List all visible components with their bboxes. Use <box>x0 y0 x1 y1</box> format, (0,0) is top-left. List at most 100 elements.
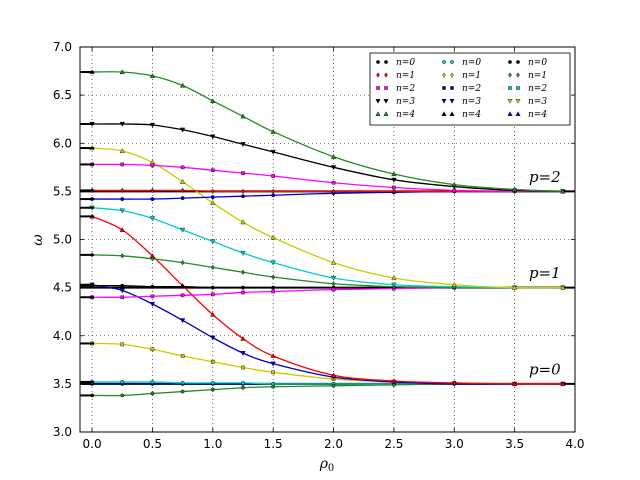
x-axis-ticks: 0.0 0.5 1.0 1.5 2.0 2.5 3.0 3.5 4.0 <box>83 47 585 451</box>
data-point <box>271 370 275 375</box>
data-point <box>119 148 125 153</box>
y-axis-label: ω <box>30 234 46 246</box>
data-point <box>210 264 215 271</box>
data-point <box>240 351 246 356</box>
series-line <box>92 163 563 193</box>
data-point <box>150 380 155 384</box>
series-line <box>92 254 563 289</box>
data-point <box>240 142 246 147</box>
legend-marker <box>515 99 521 104</box>
data-point <box>150 256 155 262</box>
annotations: p=2 p=1 p=0 <box>529 168 561 379</box>
legend-marker <box>376 60 380 64</box>
series-line <box>91 215 563 385</box>
data-point <box>240 113 246 119</box>
data-point <box>119 227 125 232</box>
data-point <box>210 335 216 341</box>
data-point <box>120 393 125 398</box>
data-point <box>331 383 336 388</box>
data-point <box>452 188 457 193</box>
data-point <box>451 380 457 385</box>
legend-entry: n=4 <box>507 110 547 120</box>
legend-label: n=0 <box>396 58 415 68</box>
data-point <box>270 234 276 240</box>
legend-entry: n=2 <box>376 84 415 94</box>
data-point <box>150 391 155 396</box>
data-point <box>210 359 215 364</box>
y-tick-label: 5.0 <box>53 233 72 247</box>
data-point <box>241 380 245 385</box>
series-group <box>80 69 566 398</box>
data-point <box>331 188 336 195</box>
data-point <box>210 188 215 195</box>
series-line <box>91 284 563 385</box>
data-point <box>119 288 125 294</box>
legend-marker <box>441 111 447 116</box>
legend-marker <box>516 72 520 78</box>
legend-label: n=4 <box>396 110 415 120</box>
legend-entry: n=3 <box>507 97 547 107</box>
data-point <box>271 285 276 290</box>
x-tick-label: 2.5 <box>384 437 403 451</box>
series-line <box>92 207 563 289</box>
data-point <box>210 98 216 103</box>
data-point <box>511 381 518 386</box>
data-point <box>120 380 125 384</box>
data-point <box>180 389 185 394</box>
data-point <box>241 194 245 199</box>
legend-entry: n=1 <box>442 71 481 81</box>
data-point <box>560 188 566 194</box>
x-tick-label: 4.0 <box>565 437 584 451</box>
data-point <box>241 285 245 290</box>
x-tick-label: 1.0 <box>203 437 222 451</box>
series-15 <box>80 69 566 194</box>
series-10 <box>80 145 566 290</box>
legend-label: n=3 <box>528 97 547 107</box>
data-point <box>241 290 245 295</box>
legend-box <box>369 52 571 126</box>
legend-marker <box>383 111 389 116</box>
legend-label: n=4 <box>462 110 481 120</box>
data-point <box>210 285 215 290</box>
data-point <box>210 168 215 173</box>
legend-marker <box>507 111 513 116</box>
legend-entry: n=3 <box>441 97 481 107</box>
data-point <box>241 171 245 175</box>
series-line <box>92 71 563 193</box>
legend-entry: n=0 <box>376 58 415 68</box>
legend-entry: n=0 <box>508 58 547 68</box>
legend-marker <box>384 72 388 78</box>
data-point <box>210 387 215 392</box>
data-point <box>150 187 155 194</box>
data-point <box>119 208 125 214</box>
legend-label: n=3 <box>396 97 415 107</box>
data-point <box>241 188 245 195</box>
data-point <box>270 260 276 266</box>
legend-marker <box>508 60 512 64</box>
data-point <box>180 380 185 385</box>
data-point <box>179 227 186 233</box>
legend-marker <box>384 86 388 90</box>
legend-entry: n=4 <box>441 110 481 120</box>
data-point <box>210 200 216 205</box>
data-point <box>330 275 337 281</box>
data-point <box>271 384 276 389</box>
x-tick-label: 2.0 <box>324 437 343 451</box>
data-point <box>149 216 156 222</box>
legend-marker <box>515 111 521 116</box>
data-point <box>180 259 185 266</box>
data-point <box>150 294 155 299</box>
data-point <box>180 196 185 201</box>
x-tick-label: 1.5 <box>264 437 283 451</box>
legend: n=0 n=1 n=2 n=3 n=4 n=0 n=1 n=2 n=3 n=4 n=0 n=1 n=2 n… <box>369 52 571 126</box>
legend-label: n=1 <box>396 71 415 81</box>
x-tick-label: 0.0 <box>83 437 102 451</box>
data-point <box>149 301 156 307</box>
data-point <box>120 295 125 300</box>
legend-label: n=0 <box>528 58 547 68</box>
y-tick-label: 4.5 <box>53 281 72 295</box>
data-point <box>560 381 566 386</box>
legend-marker <box>508 72 512 78</box>
data-point <box>511 284 518 290</box>
